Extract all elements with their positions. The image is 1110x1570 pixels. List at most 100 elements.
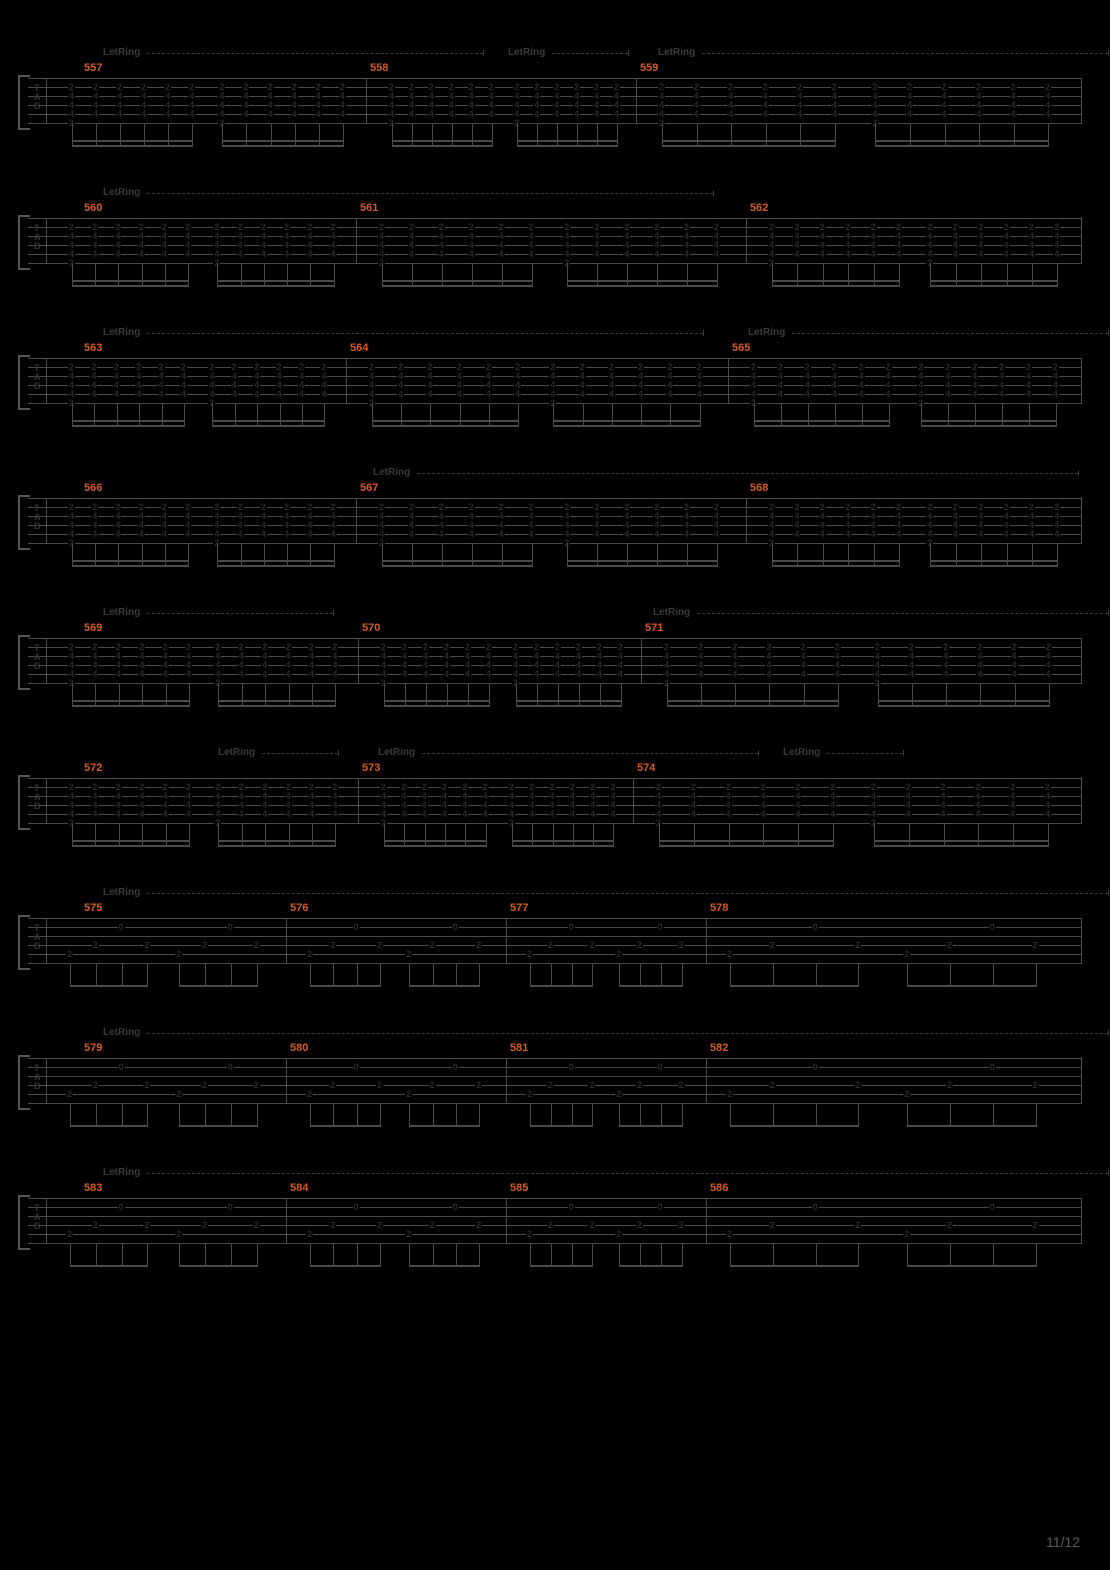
tab-system-4: LetRingLetRingTAB56922444244424442444244… (28, 610, 1082, 725)
fret-number: 0 (452, 923, 459, 932)
beam (662, 145, 836, 147)
fret-number: 0 (452, 1203, 459, 1212)
fret-number: 4 (844, 530, 851, 539)
beam (72, 145, 193, 147)
fret-number: 4 (1009, 810, 1016, 819)
fret-number: 4 (653, 250, 660, 259)
fret-number: 2 (903, 1090, 910, 1099)
note-stem (380, 1103, 381, 1125)
fret-number: 2 (1032, 1081, 1039, 1090)
fret-number: 4 (952, 250, 959, 259)
fret-number: 2 (636, 1081, 643, 1090)
note-stem (479, 963, 480, 985)
barline (286, 918, 287, 963)
measure-number: 585 (510, 1182, 528, 1194)
fret-number: 4 (768, 530, 775, 539)
note-stem (858, 1243, 859, 1265)
tab-clef: TAB (34, 644, 41, 671)
beam (70, 1125, 148, 1127)
fret-number: 4 (285, 670, 292, 679)
letring-dashes (702, 53, 1108, 55)
fret-number: 4 (609, 810, 616, 819)
barline-end (1081, 1058, 1082, 1103)
letring-dashes (147, 1033, 1108, 1035)
note-stem (640, 1243, 641, 1265)
note-stem (572, 963, 573, 985)
string-line-1 (28, 638, 1082, 639)
measure-number: 576 (290, 902, 308, 914)
fret-number: 4 (400, 810, 407, 819)
fret-number: 4 (180, 390, 187, 399)
fret-number: 2 (253, 1221, 260, 1230)
measure-number: 562 (750, 202, 768, 214)
fret-number: 2 (769, 1221, 776, 1230)
measure-number: 582 (710, 1042, 728, 1054)
barline (506, 1198, 507, 1243)
beam (218, 845, 336, 847)
barline (706, 1198, 707, 1243)
note-stem (179, 1243, 180, 1265)
fret-number: 4 (998, 390, 1005, 399)
note-stem (530, 1103, 531, 1125)
beam (730, 1125, 859, 1127)
note-stem (907, 1243, 908, 1265)
fret-number: 2 (678, 1221, 685, 1230)
fret-number: 2 (175, 950, 182, 959)
fret-number: 0 (353, 1203, 360, 1212)
fret-number: 2 (405, 1090, 412, 1099)
fret-number: 2 (526, 1090, 533, 1099)
fret-number: 4 (777, 390, 784, 399)
beam-secondary (567, 560, 718, 562)
note-stem (572, 1103, 573, 1125)
fret-number: 2 (946, 1081, 953, 1090)
tab-clef: TAB (34, 504, 41, 531)
beam (392, 145, 493, 147)
fret-number: 2 (66, 1230, 73, 1239)
barline (356, 218, 357, 263)
measure-number: 572 (84, 762, 102, 774)
fret-number: 4 (188, 110, 195, 119)
beam (70, 1265, 148, 1267)
barline-end (1081, 778, 1082, 823)
fret-number: 2 (615, 1090, 622, 1099)
note-stem (816, 1243, 817, 1265)
fret-number: 4 (514, 390, 521, 399)
fret-number: 2 (66, 950, 73, 959)
beam (530, 1125, 593, 1127)
note-stem (147, 1103, 148, 1125)
barline-end (1081, 918, 1082, 963)
string-line-4 (28, 945, 1082, 946)
barline (366, 78, 367, 123)
fret-number: 4 (554, 670, 561, 679)
note-stem (551, 1243, 552, 1265)
fret-number: 2 (475, 941, 482, 950)
letring-label: LetRing (783, 747, 820, 758)
fret-number: 2 (143, 1081, 150, 1090)
tab-staff (28, 918, 1082, 963)
fret-number: 2 (854, 941, 861, 950)
string-line-1 (28, 218, 1082, 219)
note-stem (816, 963, 817, 985)
fret-number: 4 (690, 810, 697, 819)
tab-system-7: LetRingTAB579220222025802202220258122022… (28, 1030, 1082, 1145)
note-stem (96, 963, 97, 985)
string-line-6 (28, 1103, 1082, 1104)
note-stem (479, 1103, 480, 1125)
note-stem (96, 1243, 97, 1265)
tab-page: LetRingLetRingLetRingTAB5572244424442444… (0, 0, 1110, 1570)
beam (567, 565, 718, 567)
note-stem (70, 1243, 71, 1265)
beam (754, 425, 890, 427)
note-stem (456, 1103, 457, 1125)
note-stem (122, 963, 123, 985)
tab-system-3: LetRingTAB566224442444244424442444244422… (28, 470, 1082, 585)
letring-dashes (792, 333, 1108, 335)
string-line-5 (28, 954, 1082, 955)
measure-number: 574 (637, 762, 655, 774)
fret-number: 4 (1052, 390, 1059, 399)
note-stem (816, 1103, 817, 1125)
fret-number: 4 (408, 110, 415, 119)
letring-dashes (147, 893, 1108, 895)
fret-number: 2 (66, 1090, 73, 1099)
note-stem (993, 1243, 994, 1265)
